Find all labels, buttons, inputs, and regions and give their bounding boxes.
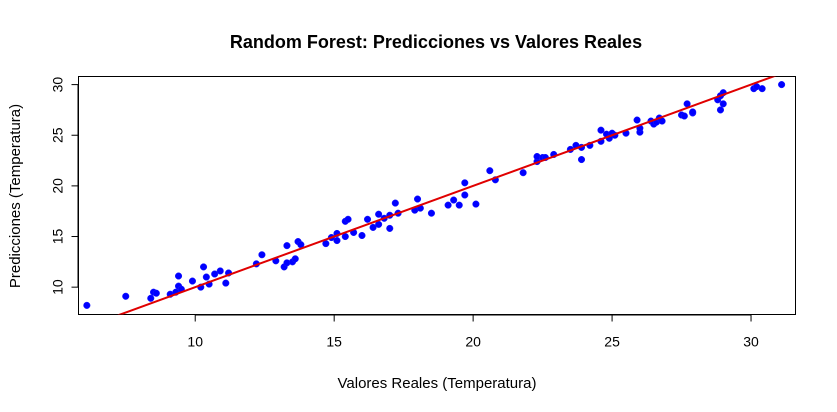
x-axis: 10 15 20 25 30 [187,314,759,350]
data-point [258,251,266,259]
data-point [716,106,725,114]
y-tick-label: 20 [50,178,66,194]
data-point [152,289,160,297]
y-tick-label: 15 [50,229,66,245]
data-point [461,179,469,187]
y-tick-label: 30 [50,77,66,93]
data-point [147,294,155,302]
data-point [519,169,527,177]
data-point [358,231,366,240]
x-axis-label: Valores Reales (Temperatura) [338,375,537,392]
data-point [597,126,605,134]
data-point [375,210,383,218]
data-point [122,292,130,300]
data-point [188,277,196,285]
data-point [450,196,458,204]
x-tick-label: 25 [604,334,620,350]
data-point [472,200,480,208]
data-point [291,255,299,263]
data-point [633,116,641,124]
data-point [386,224,394,232]
data-point [444,201,452,209]
data-point [778,81,786,89]
data-point [83,301,91,309]
data-point [283,242,291,250]
data-point [344,215,352,223]
y-tick-label: 10 [50,279,66,295]
data-point [680,112,688,120]
data-point [461,191,469,199]
y-axis-label: Predicciones (Temperatura) [7,104,24,288]
data-point [216,267,224,275]
data-point [427,209,435,217]
data-point [200,263,208,271]
y-axis: 10 15 20 25 30 [50,77,79,295]
chart-title: Random Forest: Predicciones vs Valores R… [230,32,642,52]
data-point [363,215,372,223]
y-tick-label: 25 [50,127,66,143]
x-tick-label: 15 [326,334,342,350]
x-tick-label: 20 [465,334,481,350]
data-point [222,279,230,287]
data-point [333,237,341,245]
data-point [577,155,586,164]
x-tick-label: 10 [187,334,203,350]
data-point [486,167,494,175]
data-point [455,201,463,209]
data-point [202,273,210,281]
reference-line [117,76,777,315]
plot-area [83,76,786,315]
x-tick-label: 30 [743,334,759,350]
plot-area-frame [78,76,796,315]
data-point [369,223,377,231]
data-point [391,199,399,207]
data-point [174,272,183,280]
data-point [758,85,766,93]
data-point [719,100,727,108]
data-point [689,108,697,116]
data-point [413,195,422,203]
data-point [211,270,219,278]
